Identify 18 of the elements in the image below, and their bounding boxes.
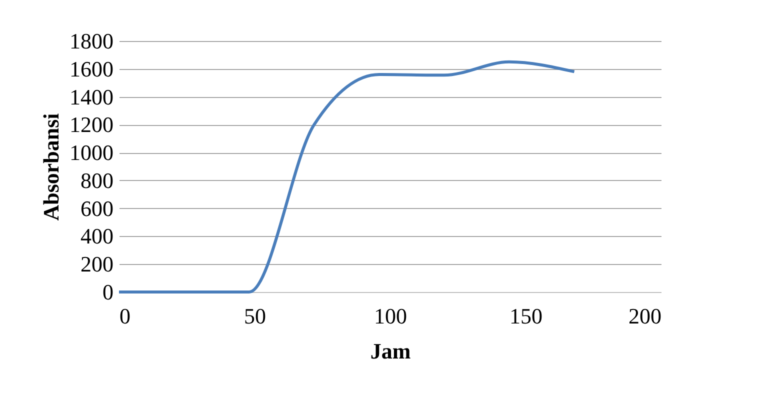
y-tick-label: 200 (80, 252, 114, 277)
y-tick-label: 400 (80, 224, 114, 249)
y-tick-label: 1200 (70, 112, 114, 138)
y-tick-label: 800 (80, 168, 114, 193)
x-tick-label: 200 (628, 304, 662, 328)
y-tick-label: 0 (102, 280, 114, 304)
y-axis-title: Absorbansi (38, 113, 64, 221)
x-tick-label: 150 (510, 304, 542, 328)
y-tick-label: 1400 (70, 84, 114, 110)
y-tick-label: 1800 (70, 28, 114, 54)
x-axis-title: Jam (370, 338, 411, 364)
x-tick-label: 100 (374, 304, 407, 328)
x-tick-label: 50 (244, 304, 266, 328)
x-tick-label: 0 (120, 304, 130, 328)
y-tick-label: 600 (80, 196, 114, 221)
y-tick-label: 1000 (70, 140, 114, 166)
y-tick-label: 1600 (70, 56, 114, 82)
line-series (118, 60, 576, 294)
